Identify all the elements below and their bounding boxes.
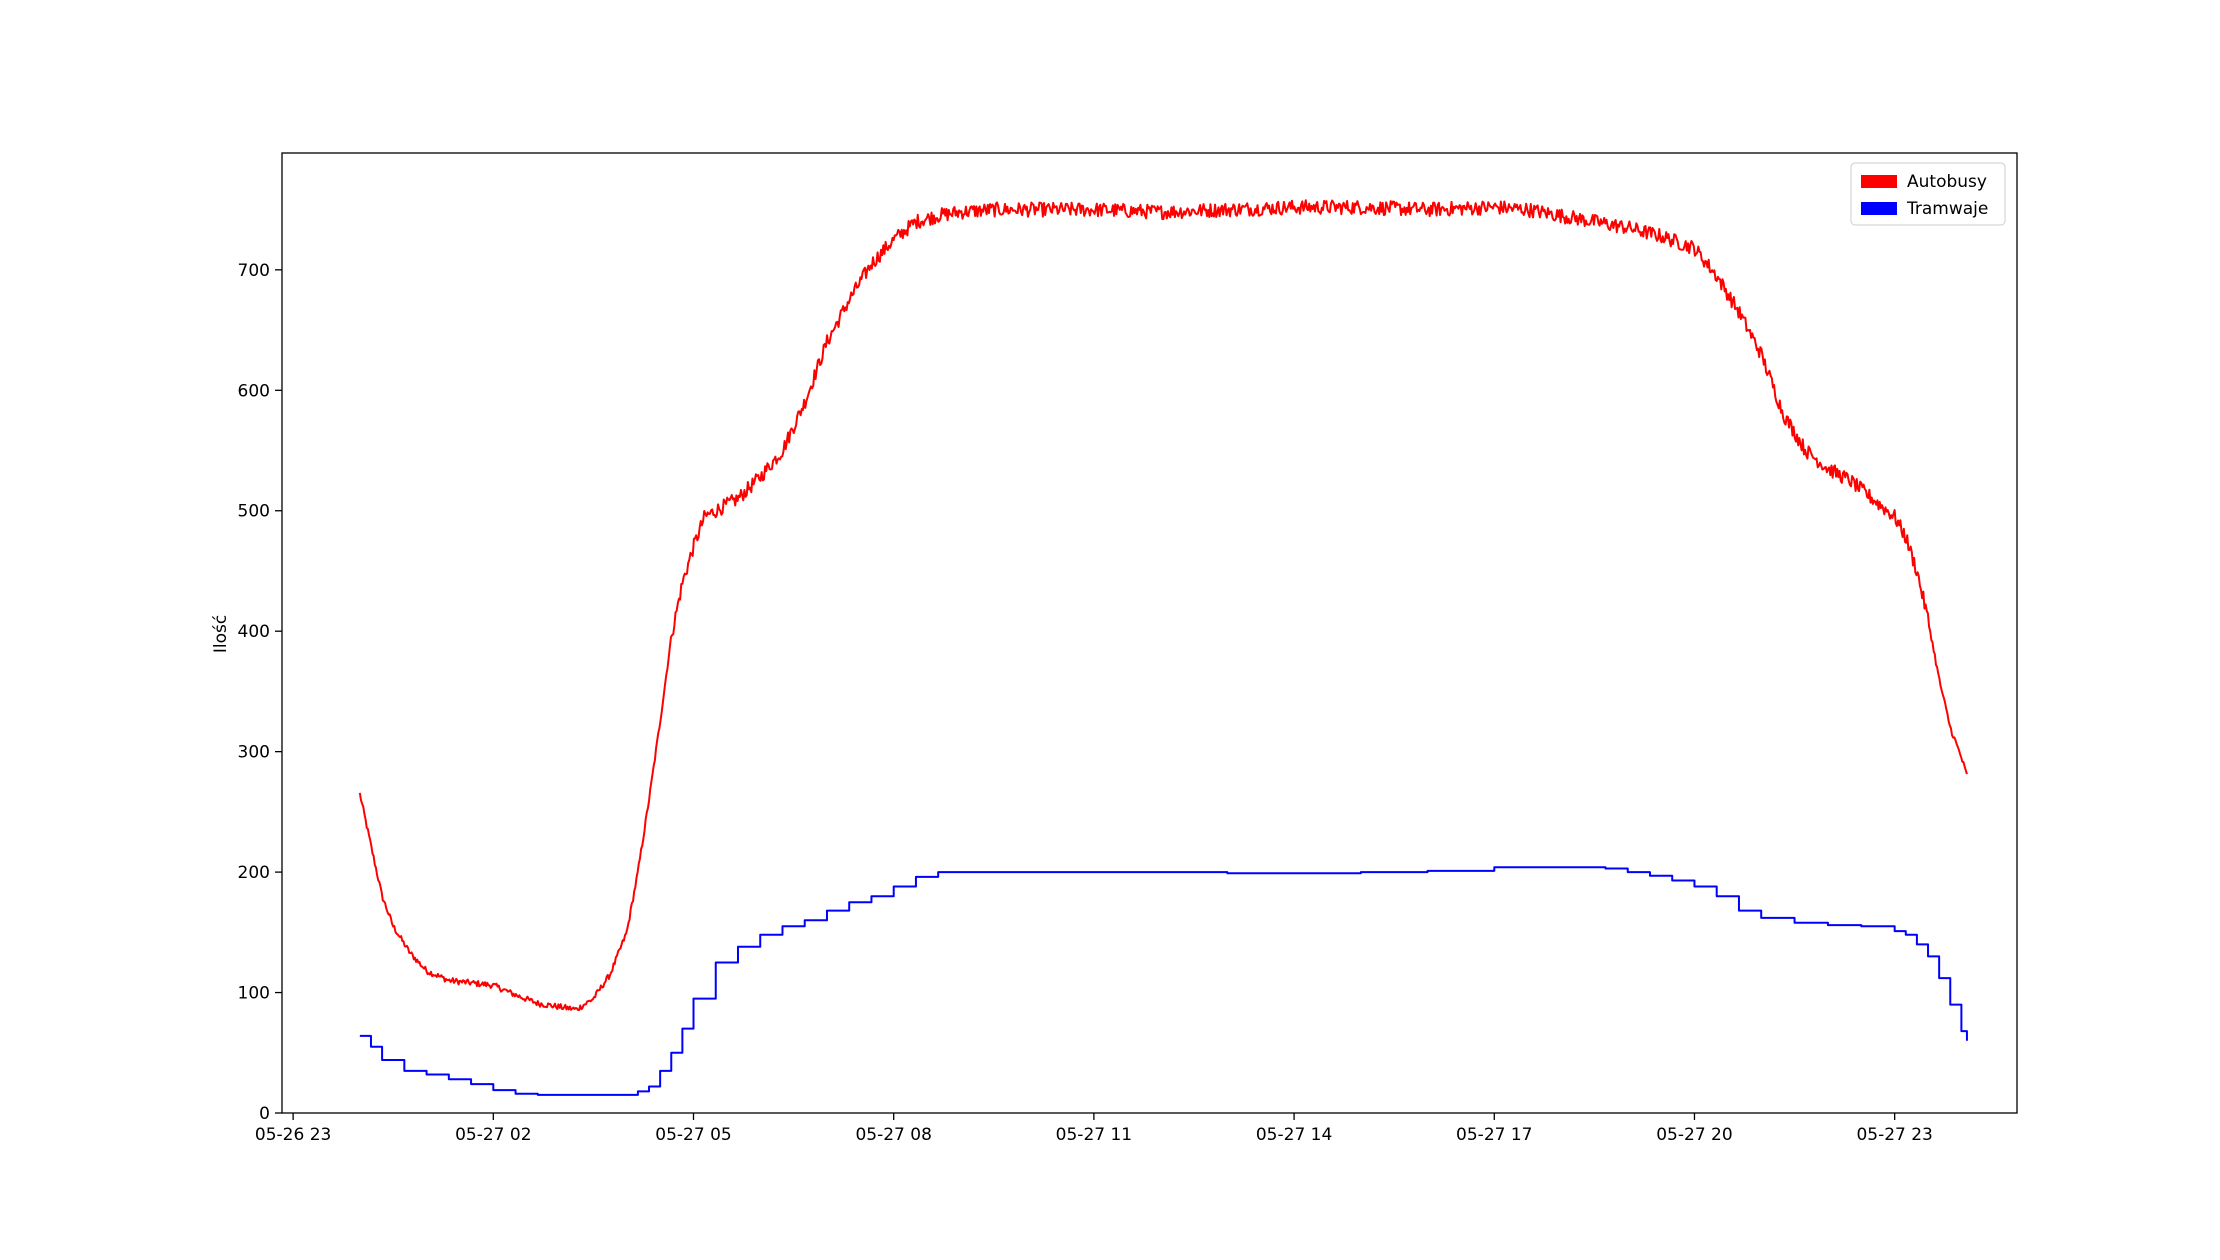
x-tick-label: 05-27 11 (1056, 1125, 1132, 1145)
legend-label-tramwaje: Tramwaje (1906, 199, 1988, 219)
x-tick-label: 05-27 02 (455, 1125, 531, 1145)
series-line-autobusy (358, 199, 1968, 1012)
y-tick-label: 500 (238, 502, 270, 522)
x-tick-label: 05-26 23 (255, 1125, 331, 1145)
x-tick-label: 05-27 08 (855, 1125, 931, 1145)
y-tick-label: 400 (238, 622, 270, 642)
y-axis-label: Ilość (211, 615, 231, 653)
series-layer (358, 199, 1968, 1096)
x-tick-label: 05-27 17 (1456, 1125, 1532, 1145)
legend-swatch-tramwaje (1861, 202, 1897, 215)
y-tick-label: 0 (259, 1104, 270, 1124)
y-axis: 0 100 200 300 400 500 600 700 (238, 261, 282, 1124)
y-tick-label: 300 (238, 743, 270, 763)
legend: Autobusy Tramwaje (1850, 162, 2006, 226)
x-tick-label: 05-27 20 (1656, 1125, 1732, 1145)
plot-frame (281, 152, 2018, 1114)
y-tick-label: 100 (238, 984, 270, 1004)
x-axis: 05-26 23 05-27 02 05-27 05 05-27 08 05-27 11… (255, 1113, 1933, 1145)
y-tick-label: 700 (238, 261, 270, 281)
x-tick-label: 05-27 05 (655, 1125, 731, 1145)
legend-label-autobusy: Autobusy (1907, 172, 1987, 192)
y-tick-label: 600 (238, 381, 270, 401)
series-line-tramwaje (359, 866, 1968, 1096)
legend-swatch-autobusy (1861, 175, 1897, 188)
x-tick-label: 05-27 23 (1856, 1125, 1932, 1145)
y-tick-label: 200 (238, 863, 270, 883)
x-tick-label: 05-27 14 (1256, 1125, 1332, 1145)
